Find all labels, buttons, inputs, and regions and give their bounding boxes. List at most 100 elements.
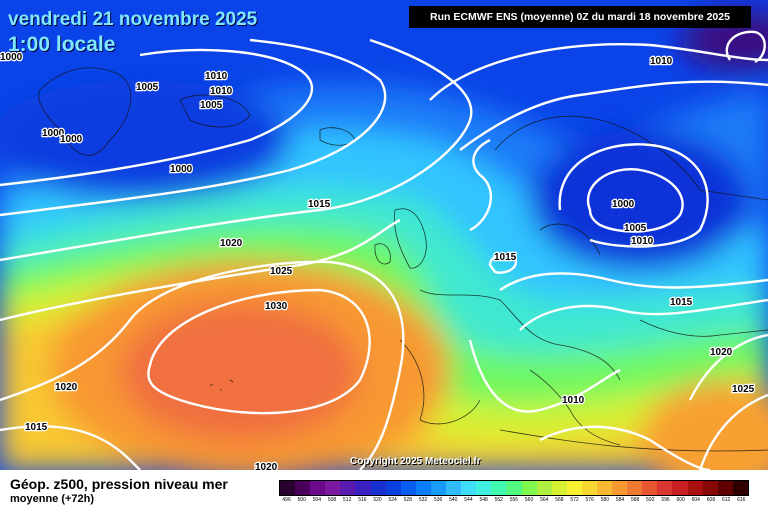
- color-scale-cell: [446, 481, 462, 495]
- color-scale-cell: [355, 481, 371, 495]
- color-scale-cell: [612, 481, 628, 495]
- color-scale-tick-label: 544: [464, 497, 473, 503]
- color-scale-cell: [280, 481, 296, 495]
- color-scale-cell: [325, 481, 341, 495]
- forecast-date: vendredi 21 novembre 2025: [8, 9, 258, 30]
- color-scale-cell: [491, 481, 507, 495]
- z500-color-field: [0, 10, 768, 470]
- legend-subtitle: moyenne (+72h): [10, 493, 95, 505]
- isobar-label: 1005: [136, 82, 159, 93]
- isobar-label: 1015: [670, 297, 693, 308]
- color-scale-cell: [295, 481, 311, 495]
- color-scale-tick-label: 556: [509, 497, 519, 503]
- color-scale-tick-label: 560: [524, 497, 534, 503]
- isobar-label: 1020: [710, 347, 733, 358]
- legend-title: Géop. z500, pression niveau mer: [10, 476, 228, 492]
- isobar-label: 1015: [25, 422, 48, 433]
- color-scale-tick-label: 584: [615, 497, 625, 503]
- isobar-label: 1015: [308, 199, 331, 210]
- color-scale-tick-label: 500: [297, 497, 306, 503]
- color-scale-cell: [536, 481, 552, 495]
- run-info-banner: Run ECMWF ENS (moyenne) 0Z du mardi 18 n…: [409, 6, 751, 28]
- color-scale-tick-label: 524: [388, 497, 397, 503]
- color-scale-tick-label: 508: [327, 497, 337, 503]
- color-scale-tick-label: 596: [661, 497, 670, 503]
- isobar-label: 1010: [210, 86, 233, 97]
- isobar-label: 1025: [732, 384, 755, 395]
- color-scale-tick-label: 548: [479, 497, 488, 503]
- color-scale-tick-label: 564: [540, 497, 549, 503]
- color-scale-cell: [400, 481, 416, 495]
- isobar-label: 1010: [631, 236, 654, 247]
- color-scale-cell: [627, 481, 643, 495]
- color-scale-tick-label: 552: [494, 497, 503, 503]
- color-scale-cell: [461, 481, 477, 495]
- isobar-label: 1020: [55, 382, 78, 393]
- color-scale-cell: [566, 481, 582, 495]
- color-scale-cell: [717, 481, 733, 495]
- isobars: [0, 30, 768, 470]
- color-scale-tick-label: 580: [600, 497, 610, 503]
- color-scale-tick-label: 616: [737, 497, 746, 503]
- color-scale-cell: [702, 481, 718, 495]
- color-scale-cell: [340, 481, 356, 495]
- color-scale-cell: [596, 481, 613, 495]
- color-scale-ticks: 496 500 504 508 512 516 520 524 528 532 536 540 544 5…: [279, 497, 749, 507]
- isobar-label: 1000: [60, 134, 83, 145]
- isobar-label: 1005: [200, 100, 223, 111]
- color-scale-cell: [370, 481, 386, 495]
- color-scale-tick-label: 520: [373, 497, 382, 503]
- isobar-label: 1030: [265, 301, 288, 312]
- color-scale-cell: [642, 481, 658, 495]
- isobar-label: 1025: [270, 266, 293, 277]
- color-scale-tick-label: 532: [418, 497, 428, 503]
- color-scale-tick-label: 528: [403, 497, 412, 503]
- color-scale-tick-label: 496: [282, 497, 291, 503]
- color-scale-cell: [385, 481, 401, 495]
- color-scale-cell: [551, 481, 567, 495]
- geopotential-map: 1000 1005 1010 1010 1005 1000 1000 1000 …: [0, 0, 768, 470]
- color-scale-tick-label: 516: [358, 497, 367, 503]
- coastlines: [38, 67, 768, 452]
- color-scale-cell: [506, 481, 522, 495]
- isobar-label: 1010: [562, 395, 585, 406]
- color-scale-cell: [581, 481, 597, 495]
- color-scale-tick-label: 608: [706, 497, 716, 503]
- color-scale-cell: [687, 481, 703, 495]
- color-scale-tick-label: 536: [433, 497, 443, 503]
- color-scale-cell: [476, 481, 492, 495]
- isobar-label: 1000: [612, 199, 635, 210]
- color-scale-tick-label: 604: [691, 497, 700, 503]
- isobar-label: 1010: [205, 71, 228, 82]
- isobar-labels: 1000 1005 1010 1010 1005 1000 1000 1000 …: [0, 51, 756, 470]
- color-scale-tick-label: 588: [631, 497, 640, 503]
- copyright-text: Copyright 2025 Meteociel.fr: [350, 456, 481, 467]
- color-scale-tick-label: 600: [676, 497, 685, 503]
- color-scale-cell: [310, 481, 326, 495]
- color-scale-bar: [279, 480, 749, 496]
- isobar-label: 1005: [624, 223, 647, 234]
- isobar-label: 1020: [255, 462, 278, 470]
- color-scale-cell: [415, 481, 431, 495]
- color-scale-tick-label: 540: [449, 497, 458, 503]
- isobar-label: 1010: [650, 56, 673, 67]
- color-scale-cell: [521, 481, 537, 495]
- color-scale-tick-label: 572: [570, 497, 579, 503]
- color-scale-cell: [430, 481, 447, 495]
- color-scale-tick-label: 504: [312, 497, 322, 503]
- isobar-label: 1020: [220, 238, 243, 249]
- isobar-label: 1000: [0, 52, 23, 63]
- color-scale-cell: [657, 481, 673, 495]
- color-scale-tick-label: 612: [721, 497, 731, 503]
- isobar-label: 1000: [170, 164, 193, 175]
- isobar-label: 1000: [42, 128, 65, 139]
- color-scale-tick-label: 568: [555, 497, 564, 503]
- color-scale-cell: [672, 481, 688, 495]
- color-scale-tick-label: 576: [585, 497, 594, 503]
- color-scale-tick-label: 592: [646, 497, 655, 503]
- color-scale-cell: [732, 481, 748, 495]
- color-scale-tick-label: 512: [343, 497, 352, 503]
- isobar-label: 1015: [494, 252, 517, 263]
- forecast-time: 1:00 locale: [8, 33, 116, 56]
